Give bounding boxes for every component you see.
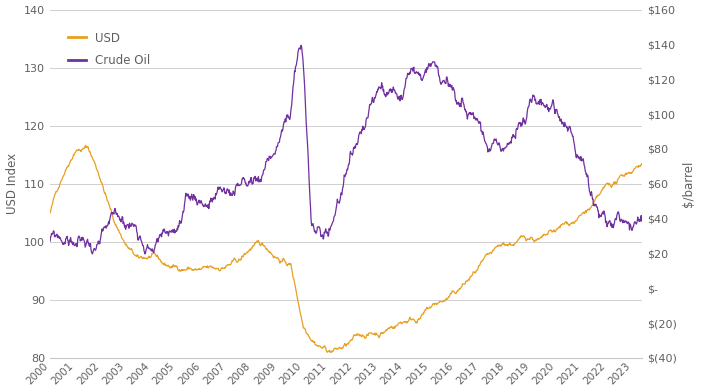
Legend: USD, Crude Oil: USD, Crude Oil <box>62 26 156 73</box>
Y-axis label: $/barrel: $/barrel <box>683 161 695 207</box>
Y-axis label: USD Index: USD Index <box>6 153 18 214</box>
